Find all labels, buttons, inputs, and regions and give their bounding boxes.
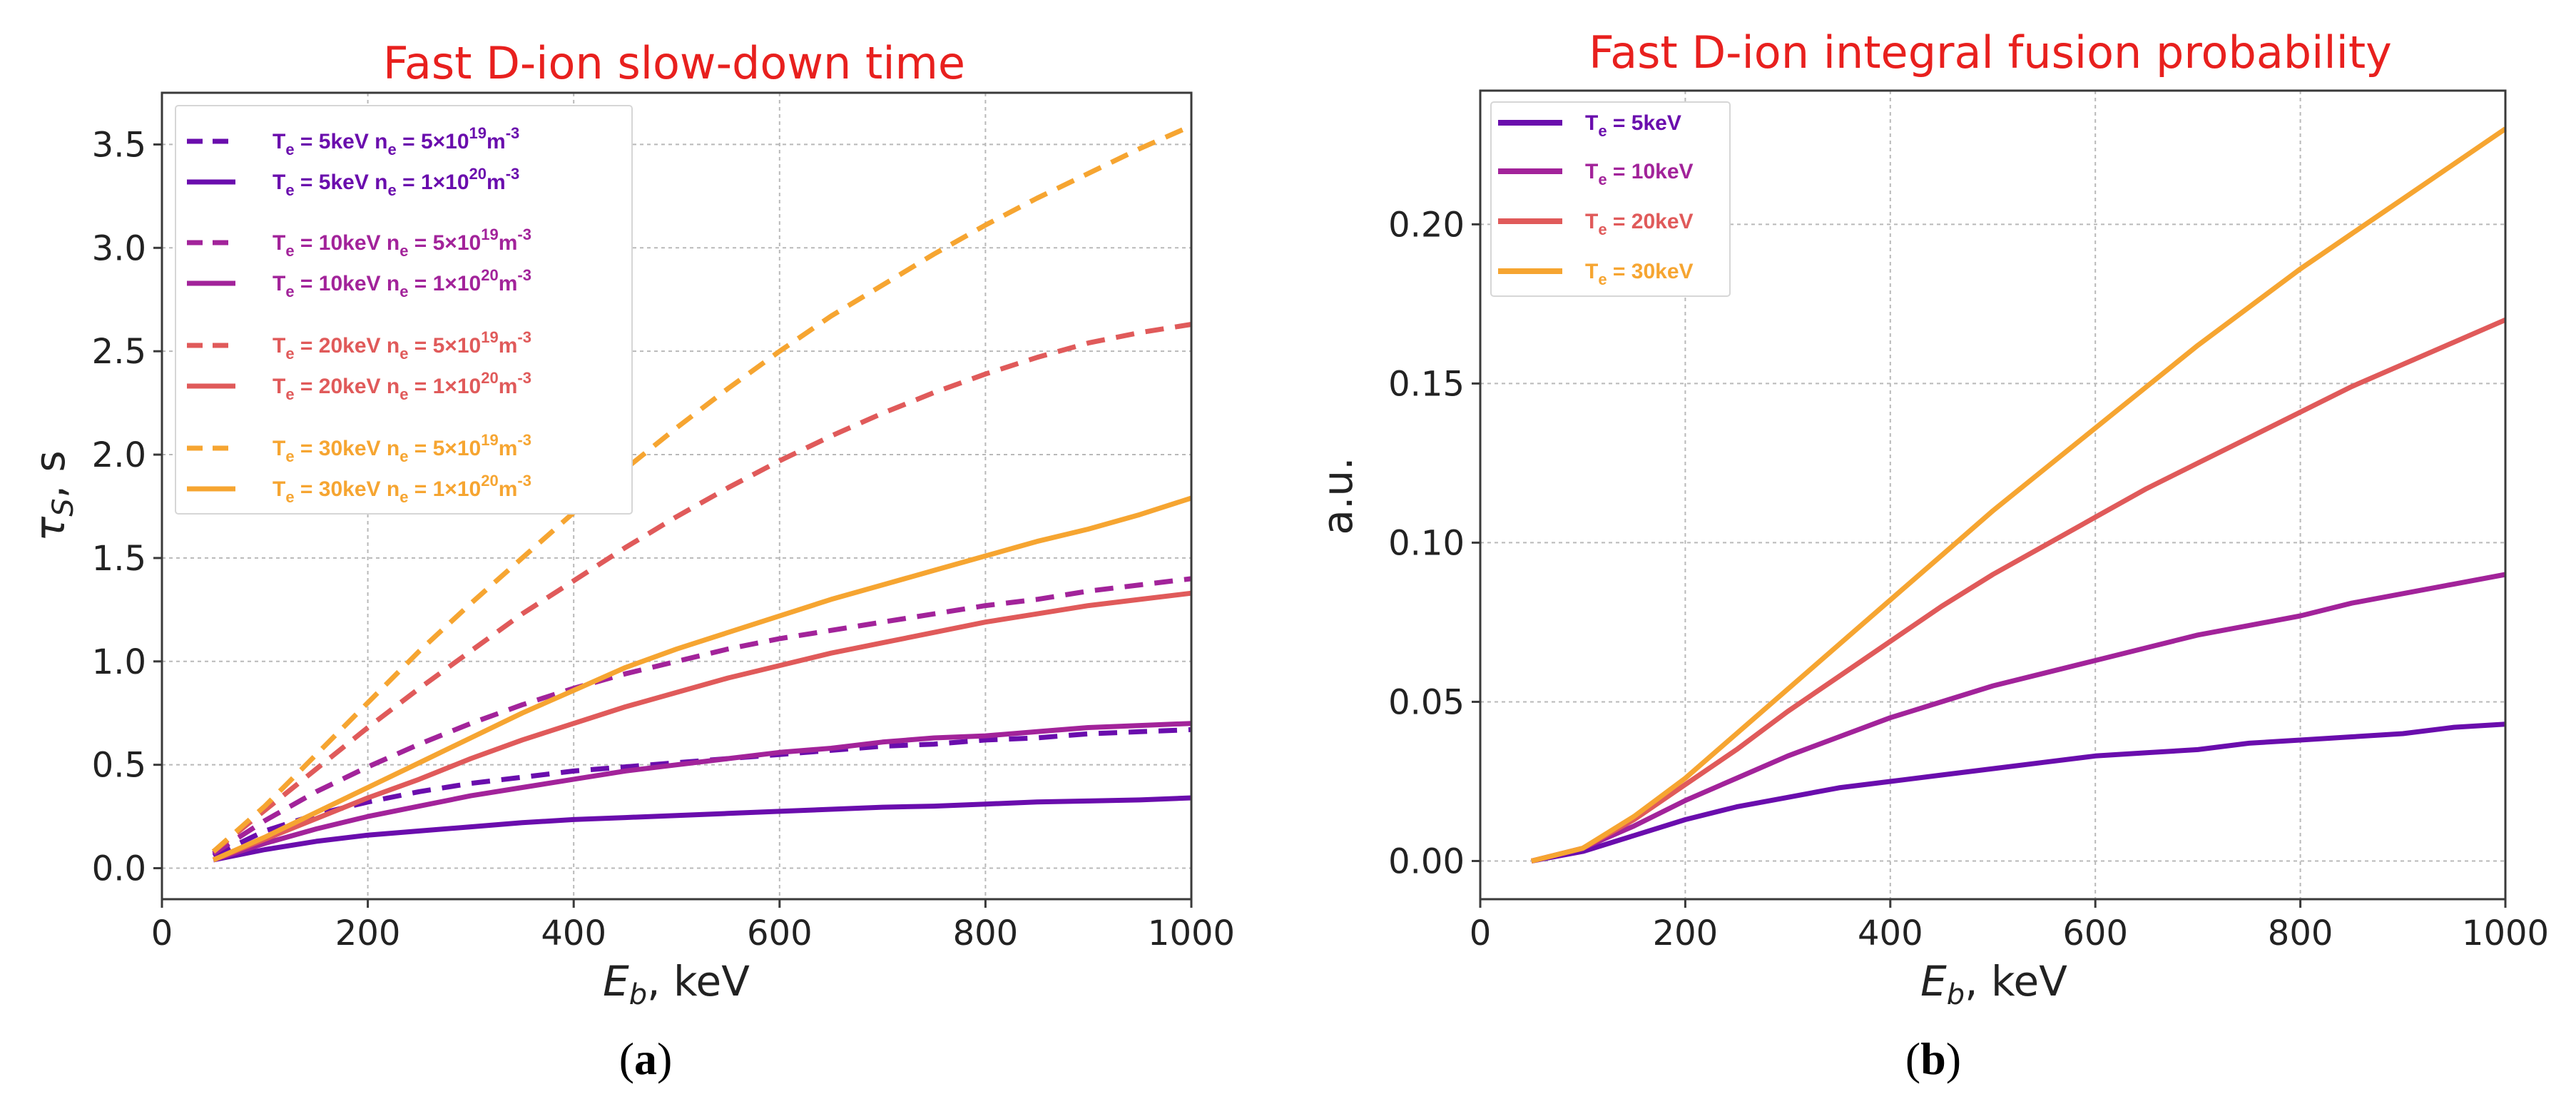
legend-a-label: Te = 30keV ne = 5×1019m-3 [273, 431, 531, 465]
chart-b-ytick-label: 0.05 [1388, 682, 1465, 722]
chart-a-series-10keV-ne20-line [213, 721, 1192, 863]
chart-a-xtick-label: 0 [151, 913, 173, 953]
chart-a-ytick-label: 1.5 [92, 539, 146, 579]
legend-a-label: Te = 20keV ne = 5×1019m-3 [273, 328, 531, 363]
legend-b-label: Te = 10keV [1585, 160, 1694, 188]
chart-b-xtick-label: 0 [1470, 913, 1492, 953]
chart-b-legend: Te = 5keV Te = 10keV Te = 20keV Te = 30keV [1490, 101, 1731, 297]
chart-a-ylabel: τS, s [26, 450, 80, 541]
chart-b-ylabel: a.u. [1313, 457, 1362, 535]
chart-a-xlabel: Eb, keV [603, 957, 750, 1011]
chart-b-ytick-label: 0.20 [1388, 205, 1465, 245]
chart-b-legend-box [1490, 101, 1731, 297]
chart-a-xtick-label: 1000 [1148, 913, 1235, 953]
chart-b-ytick-label: 0.00 [1388, 841, 1465, 881]
legend-a-label: Te = 10keV ne = 1×1020m-3 [273, 266, 531, 300]
chart-a-series-20keV-ne19-line [211, 322, 1192, 854]
legend-b-label: Te = 20keV [1585, 210, 1694, 238]
chart-a-frame [161, 91, 1193, 901]
legend-a-label: Te = 30keV ne = 1×1020m-3 [273, 472, 531, 506]
chart-b-series-30keV-line [1530, 126, 2507, 864]
chart-a-ytick-label: 1.0 [92, 642, 146, 682]
chart-b-xtick-label: 400 [1858, 913, 1923, 953]
chart-a-series-lines [211, 123, 1193, 863]
chart-b-fusion-probability: Fast D-ion integral fusion probability 0… [1313, 26, 2549, 1084]
chart-b-ytick-label: 0.10 [1388, 523, 1465, 563]
legend-a-label: Te = 10keV ne = 5×1019m-3 [273, 226, 531, 260]
chart-a-series-5keV-ne20-line [213, 795, 1192, 863]
chart-a-series-30keV-ne19-line [211, 123, 1193, 854]
chart-a-xtick-label: 600 [747, 913, 813, 953]
chart-a-series-10keV-ne19-line [212, 576, 1192, 856]
legend-b-label: Te = 5keV [1585, 111, 1681, 140]
chart-b-xtick-label: 800 [2268, 913, 2333, 953]
chart-a-ticks: 0 200 400 600 800 1000 0.0 0.5 1.0 1.5 2.0 2.5 3.0 3.… [92, 125, 1235, 953]
chart-a-series-30keV-ne20-line [212, 495, 1193, 863]
panel-label-a: (a) [619, 1033, 673, 1084]
chart-b-frame [1479, 89, 2507, 901]
chart-b-series-lines [1530, 126, 2507, 864]
panel-label-b: (b) [1905, 1033, 1961, 1084]
chart-b-ytick-label: 0.15 [1388, 364, 1465, 404]
chart-b-series-10keV-line [1530, 572, 2506, 864]
chart-a-legend-box [175, 105, 633, 515]
chart-a-xtick-label: 800 [953, 913, 1019, 953]
legend-a-label: Te = 5keV ne = 1×1020m-3 [273, 165, 519, 199]
chart-a-ytick-label: 2.0 [92, 435, 146, 475]
legend-a-label: Te = 20keV ne = 1×1020m-3 [273, 369, 531, 403]
chart-b-series-20keV-line [1530, 317, 2507, 864]
chart-a-ytick-label: 0.5 [92, 746, 146, 786]
chart-b-xlabel: Eb, keV [1920, 957, 2067, 1011]
legend-a-label: Te = 5keV ne = 5×1019m-3 [273, 124, 519, 158]
chart-b-series-5keV-line [1531, 721, 2506, 864]
chart-b-ticks: 0 200 400 600 800 1000 0.00 0.05 0.10 0.15 0.20 [1388, 205, 2549, 953]
chart-b-title: Fast D-ion integral fusion probability [1589, 26, 2392, 79]
chart-b-xtick-label: 1000 [2462, 913, 2549, 953]
chart-a-title: Fast D-ion slow-down time [383, 37, 965, 89]
chart-a-ytick-label: 0.0 [92, 849, 146, 889]
chart-a-ytick-label: 2.5 [92, 332, 146, 372]
chart-a-series-20keV-ne20-line [212, 590, 1192, 863]
chart-a-ytick-label: 3.5 [92, 125, 146, 165]
chart-b-xtick-label: 600 [2062, 913, 2128, 953]
chart-a-ytick-label: 3.0 [92, 228, 146, 268]
chart-b-xtick-label: 200 [1653, 913, 1719, 953]
legend-b-label: Te = 30keV [1585, 260, 1694, 288]
chart-a-slowdown-time: Fast D-ion slow-down time 0 200 400 600 800 1… [26, 37, 1235, 1084]
chart-a-xtick-label: 400 [541, 913, 606, 953]
chart-a-xtick-label: 200 [335, 913, 401, 953]
chart-a-legend: Te = 5keV ne = 5×1019m-3 Te = 5keV ne = 1… [175, 105, 633, 515]
